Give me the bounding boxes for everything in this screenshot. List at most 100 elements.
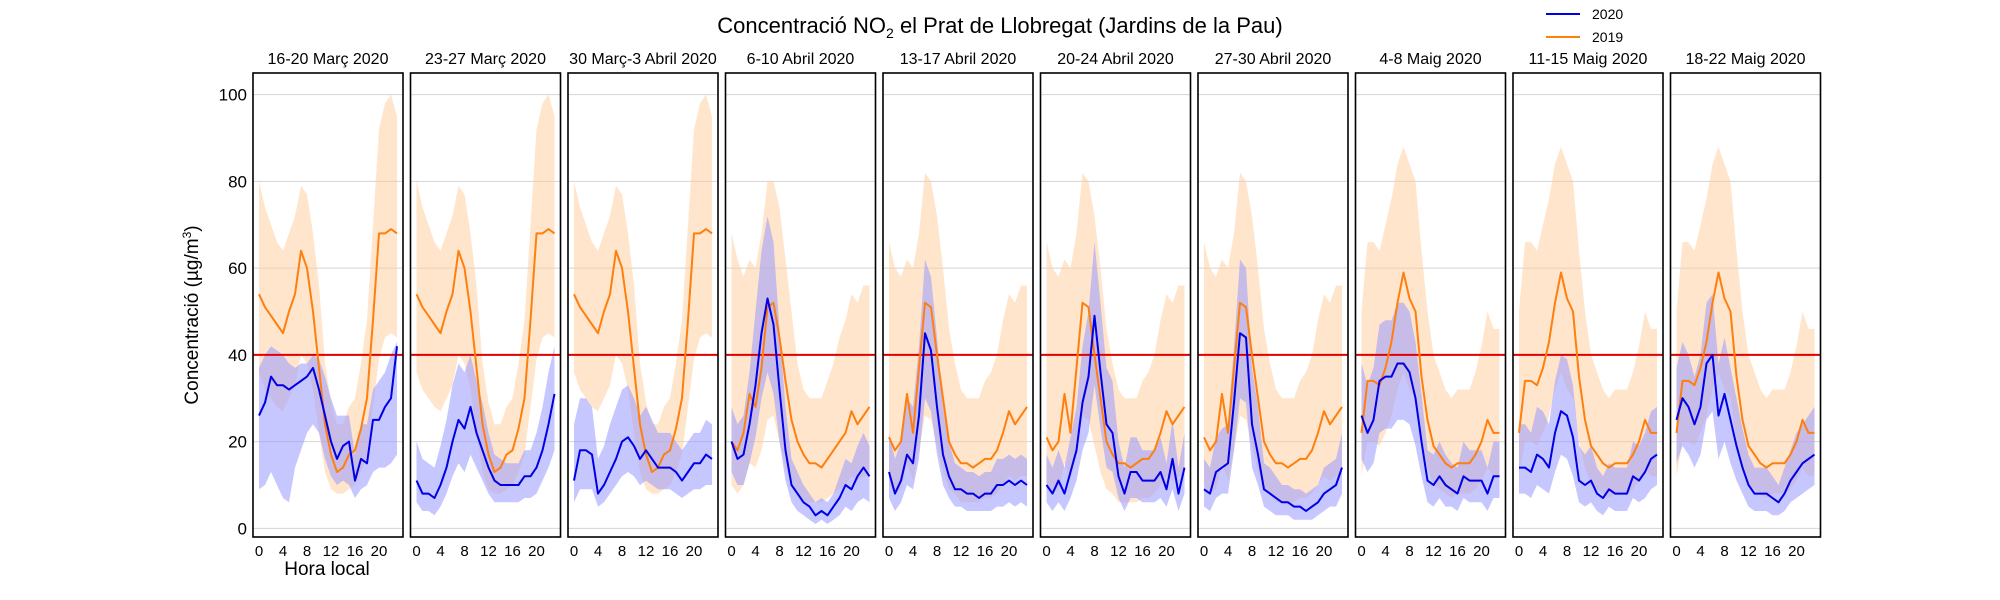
x-tick-label: 0 (1357, 543, 1365, 560)
x-tick-label: 20 (686, 543, 703, 560)
panel-frame (409, 72, 562, 538)
band-2020 (1676, 294, 1815, 516)
band-2020 (731, 216, 870, 524)
x-tick-label: 8 (775, 543, 783, 560)
x-tick-label: 20 (1316, 543, 1333, 560)
x-tick-label: 12 (1268, 543, 1285, 560)
x-tick-label: 12 (795, 543, 812, 560)
x-tick-label: 0 (570, 543, 578, 560)
legend-label-2019: 2019 (1592, 29, 1623, 45)
series-line-2020 (258, 346, 398, 482)
x-tick-label: 8 (1563, 543, 1571, 560)
x-tick-label: 16 (1134, 543, 1151, 560)
y-tick-label: 20 (228, 433, 247, 452)
panel-title: 6-10 Abril 2020 (747, 51, 855, 68)
series-line-2020 (415, 393, 556, 499)
band-2019 (416, 94, 555, 494)
x-tick-label: 16 (1607, 543, 1624, 560)
panel-title: 16-20 Març 2020 (268, 51, 389, 68)
band-2020 (1519, 354, 1657, 516)
legend: 2020 2019 (1546, 6, 1623, 45)
legend-label-2020: 2020 (1592, 6, 1623, 22)
x-tick-label: 12 (323, 543, 340, 560)
panel-title: 23-27 Març 2020 (425, 51, 546, 68)
x-tick-label: 4 (594, 543, 602, 560)
panel-title: 30 Març-3 Abril 2020 (569, 51, 717, 68)
panel-frame (1354, 72, 1507, 538)
x-tick-label: 0 (1672, 543, 1680, 560)
x-tick-label: 8 (460, 543, 468, 560)
x-tick-label: 16 (977, 543, 994, 560)
series-line-2019 (1360, 271, 1500, 469)
band-2019 (1204, 172, 1342, 503)
x-tick-label: 20 (843, 543, 860, 560)
x-tick-label: 20 (1001, 543, 1018, 560)
panel-frame (1039, 72, 1192, 538)
panel-7: 27-30 Abril 2020 0 4 8 12 16 20 (1197, 51, 1349, 560)
series-line-2019 (258, 228, 398, 473)
panel-5: 13-17 Abril 2020 0 4 8 12 16 20 (882, 51, 1034, 560)
panel-6: 20-24 Abril 2020 0 4 8 12 16 20 (1039, 51, 1192, 560)
panel-frame (1512, 72, 1664, 538)
y-tick-label: 60 (228, 259, 247, 278)
x-tick-label: 8 (1090, 543, 1098, 560)
x-tick-label: 8 (933, 543, 941, 560)
panel-frame (724, 72, 877, 538)
x-tick-label: 4 (1381, 543, 1389, 560)
series-line-2020 (573, 436, 713, 495)
panel-9: 11-15 Maig 2020 0 4 8 12 16 20 (1512, 51, 1664, 560)
x-tick-label: 4 (1539, 543, 1547, 560)
band-2019 (731, 181, 870, 503)
x-tick-label: 20 (371, 543, 388, 560)
band-2019 (574, 94, 712, 494)
x-tick-label: 4 (751, 543, 759, 560)
series-line-2020 (1675, 353, 1816, 504)
series-line-2019 (1518, 271, 1657, 469)
panel-3: 30 Març-3 Abril 2020 0 4 8 12 16 20 (567, 51, 719, 560)
x-tick-label: 4 (1224, 543, 1232, 560)
x-tick-label: 4 (909, 543, 917, 560)
series-line-2019 (1675, 271, 1815, 469)
series-line-2019 (1203, 301, 1343, 469)
band-2019 (889, 172, 1027, 503)
panel-frame (1669, 72, 1822, 538)
series-line-2019 (415, 228, 556, 473)
panel-frame (882, 72, 1034, 538)
x-tick-label: 16 (504, 543, 521, 560)
band-2020 (259, 341, 397, 503)
panel-frame (567, 72, 719, 538)
x-tick-label: 20 (1473, 543, 1490, 560)
panel-title: 18-22 Maig 2020 (1685, 51, 1805, 68)
x-tick-label: 0 (727, 543, 735, 560)
x-tick-label: 20 (528, 543, 545, 560)
x-tick-label: 4 (1066, 543, 1074, 560)
x-tick-label: 16 (662, 543, 679, 560)
panel-8: 4-8 Maig 2020 0 4 8 12 16 20 (1354, 51, 1507, 560)
panel-10: 18-22 Maig 2020 0 4 8 12 16 20 (1669, 51, 1822, 560)
x-tick-label: 0 (412, 543, 420, 560)
x-tick-label: 0 (1515, 543, 1523, 560)
y-tick-label: 80 (228, 172, 247, 191)
x-tick-label: 4 (279, 543, 287, 560)
x-tick-label: 20 (1631, 543, 1648, 560)
band-2019 (1519, 146, 1657, 498)
x-tick-label: 8 (618, 543, 626, 560)
panel-1: 16-20 Març 2020 0 4 8 12 16 20 (252, 51, 404, 560)
panel-title: 4-8 Maig 2020 (1379, 51, 1481, 68)
x-tick-label: 12 (480, 543, 497, 560)
x-tick-label: 20 (1788, 543, 1805, 560)
x-tick-label: 8 (1248, 543, 1256, 560)
x-tick-label: 12 (638, 543, 655, 560)
x-tick-label: 8 (1720, 543, 1728, 560)
series-line-2019 (888, 301, 1028, 469)
x-tick-label: 12 (1425, 543, 1442, 560)
x-tick-label: 4 (436, 543, 444, 560)
x-tick-label: 16 (1292, 543, 1309, 560)
chart-title: Concentració NO2 el Prat de Llobregat (J… (717, 13, 1282, 41)
band-2019 (1676, 146, 1815, 498)
x-tick-label: 20 (1158, 543, 1175, 560)
x-tick-label: 0 (1200, 543, 1208, 560)
series-line-2020 (1203, 332, 1343, 512)
